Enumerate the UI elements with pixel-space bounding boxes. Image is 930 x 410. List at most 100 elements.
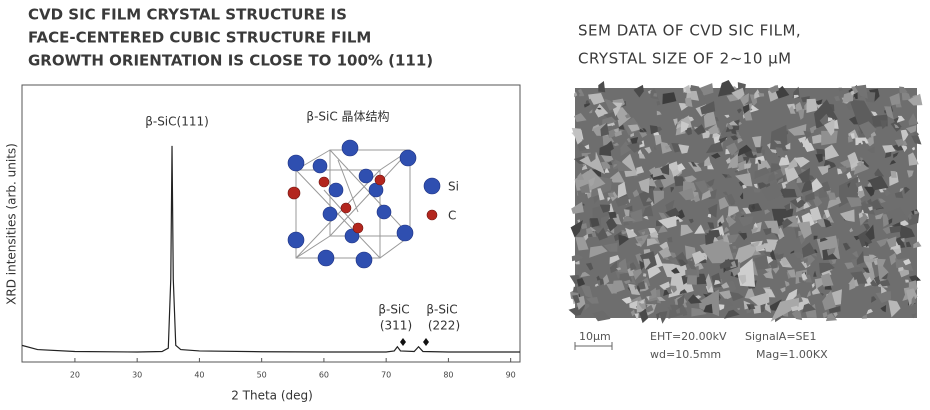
- sem-grain: [821, 130, 838, 146]
- sem-grain: [656, 100, 661, 106]
- sem-grain: [580, 271, 591, 278]
- sem-grain: [911, 146, 916, 151]
- sem-grain: [649, 299, 658, 305]
- sem-grain: [687, 294, 702, 304]
- sem-grain: [638, 149, 643, 154]
- sem-grain: [738, 216, 754, 227]
- sem-grain: [694, 124, 706, 135]
- sem-grain: [678, 188, 695, 201]
- sem-grain: [688, 116, 694, 122]
- sem-grain: [703, 107, 717, 128]
- sem-grain: [875, 213, 884, 220]
- sem-grain: [895, 258, 904, 269]
- sem-grain: [653, 146, 657, 150]
- sem-grain: [906, 170, 914, 178]
- sem-grain: [650, 201, 654, 207]
- sem-grain: [805, 274, 813, 283]
- sem-grain: [657, 296, 666, 301]
- sem-grain: [844, 262, 855, 270]
- sem-grain: [912, 131, 920, 137]
- x-tick-label: 80: [443, 371, 453, 380]
- sem-grain: [649, 230, 659, 238]
- sem-grain: [589, 218, 600, 228]
- legend-label: Si: [448, 180, 459, 194]
- sem-grain: [581, 164, 588, 171]
- sem-grain: [746, 308, 751, 314]
- sem-grain: [847, 182, 851, 188]
- sem-grain: [707, 222, 715, 229]
- sem-grain: [596, 275, 601, 281]
- sem-grain: [781, 181, 789, 190]
- sem-grain: [867, 146, 875, 154]
- sem-grain: [693, 194, 701, 203]
- sem-grain: [678, 218, 684, 223]
- sem-grain: [713, 237, 719, 242]
- sem-grain: [598, 81, 606, 93]
- sem-grain: [766, 239, 779, 252]
- sem-grain: [890, 170, 897, 178]
- sem-grain: [609, 261, 618, 274]
- sem-grain: [798, 108, 805, 120]
- sem-grain: [764, 267, 772, 272]
- sem-grain: [714, 116, 719, 122]
- sem-grain: [657, 126, 663, 133]
- sem-grain: [838, 176, 859, 208]
- sem-grain: [857, 142, 862, 146]
- sem-grain: [857, 161, 862, 166]
- sem-grain: [588, 176, 596, 187]
- sem-grain: [784, 280, 790, 287]
- sem-grain: [678, 259, 687, 267]
- sem-grain: [870, 174, 889, 191]
- sem-grain: [643, 273, 647, 277]
- sem-grain: [663, 257, 670, 260]
- sem-grain: [897, 115, 905, 123]
- sem-grain: [665, 199, 675, 213]
- sem-grain: [908, 113, 919, 126]
- sem-grain: [659, 187, 664, 191]
- sem-grain: [731, 126, 737, 135]
- sem-grain: [623, 279, 631, 285]
- sem-grain: [620, 230, 628, 235]
- sem-grain: [906, 288, 918, 306]
- sem-grain: [842, 90, 855, 103]
- sem-grain: [686, 275, 697, 285]
- sem-grain: [855, 181, 864, 188]
- sem-grain: [820, 273, 834, 287]
- sem-grain: [639, 308, 649, 324]
- sem-grain: [652, 167, 664, 178]
- sem-grain: [752, 305, 761, 314]
- x-tick-label: 40: [194, 371, 204, 380]
- sem-grain: [815, 153, 823, 163]
- sem-grain: [603, 274, 610, 286]
- sem-grain: [853, 162, 870, 175]
- sem-grain: [787, 157, 798, 170]
- sem-grain: [727, 206, 740, 218]
- sem-grain: [580, 223, 588, 229]
- sem-grain: [675, 307, 680, 314]
- sem-grain: [796, 196, 802, 203]
- sem-grain: [725, 280, 737, 293]
- sem-grain: [721, 173, 728, 178]
- sem-grain: [704, 156, 712, 167]
- sem-grain: [826, 247, 836, 256]
- sem-grain: [727, 154, 738, 169]
- sem-grain: [638, 300, 646, 309]
- sem-grain: [585, 262, 594, 271]
- sem-grain: [739, 93, 749, 106]
- sem-grain: [755, 146, 763, 154]
- sem-grain: [614, 130, 622, 137]
- sem-grain: [784, 203, 791, 211]
- sem-grain: [638, 187, 655, 207]
- sem-grain: [865, 224, 875, 241]
- sem-grain: [850, 271, 868, 284]
- sem-grain: [866, 308, 873, 315]
- sem-grain: [571, 201, 584, 214]
- sem-grain: [704, 228, 709, 234]
- sem-grain: [763, 227, 772, 236]
- sem-grain: [894, 191, 904, 199]
- sem-grain: [757, 159, 762, 164]
- sem-grain: [671, 143, 681, 153]
- sem-grain: [609, 171, 625, 183]
- sem-grain: [876, 238, 889, 247]
- sem-grain: [570, 220, 583, 238]
